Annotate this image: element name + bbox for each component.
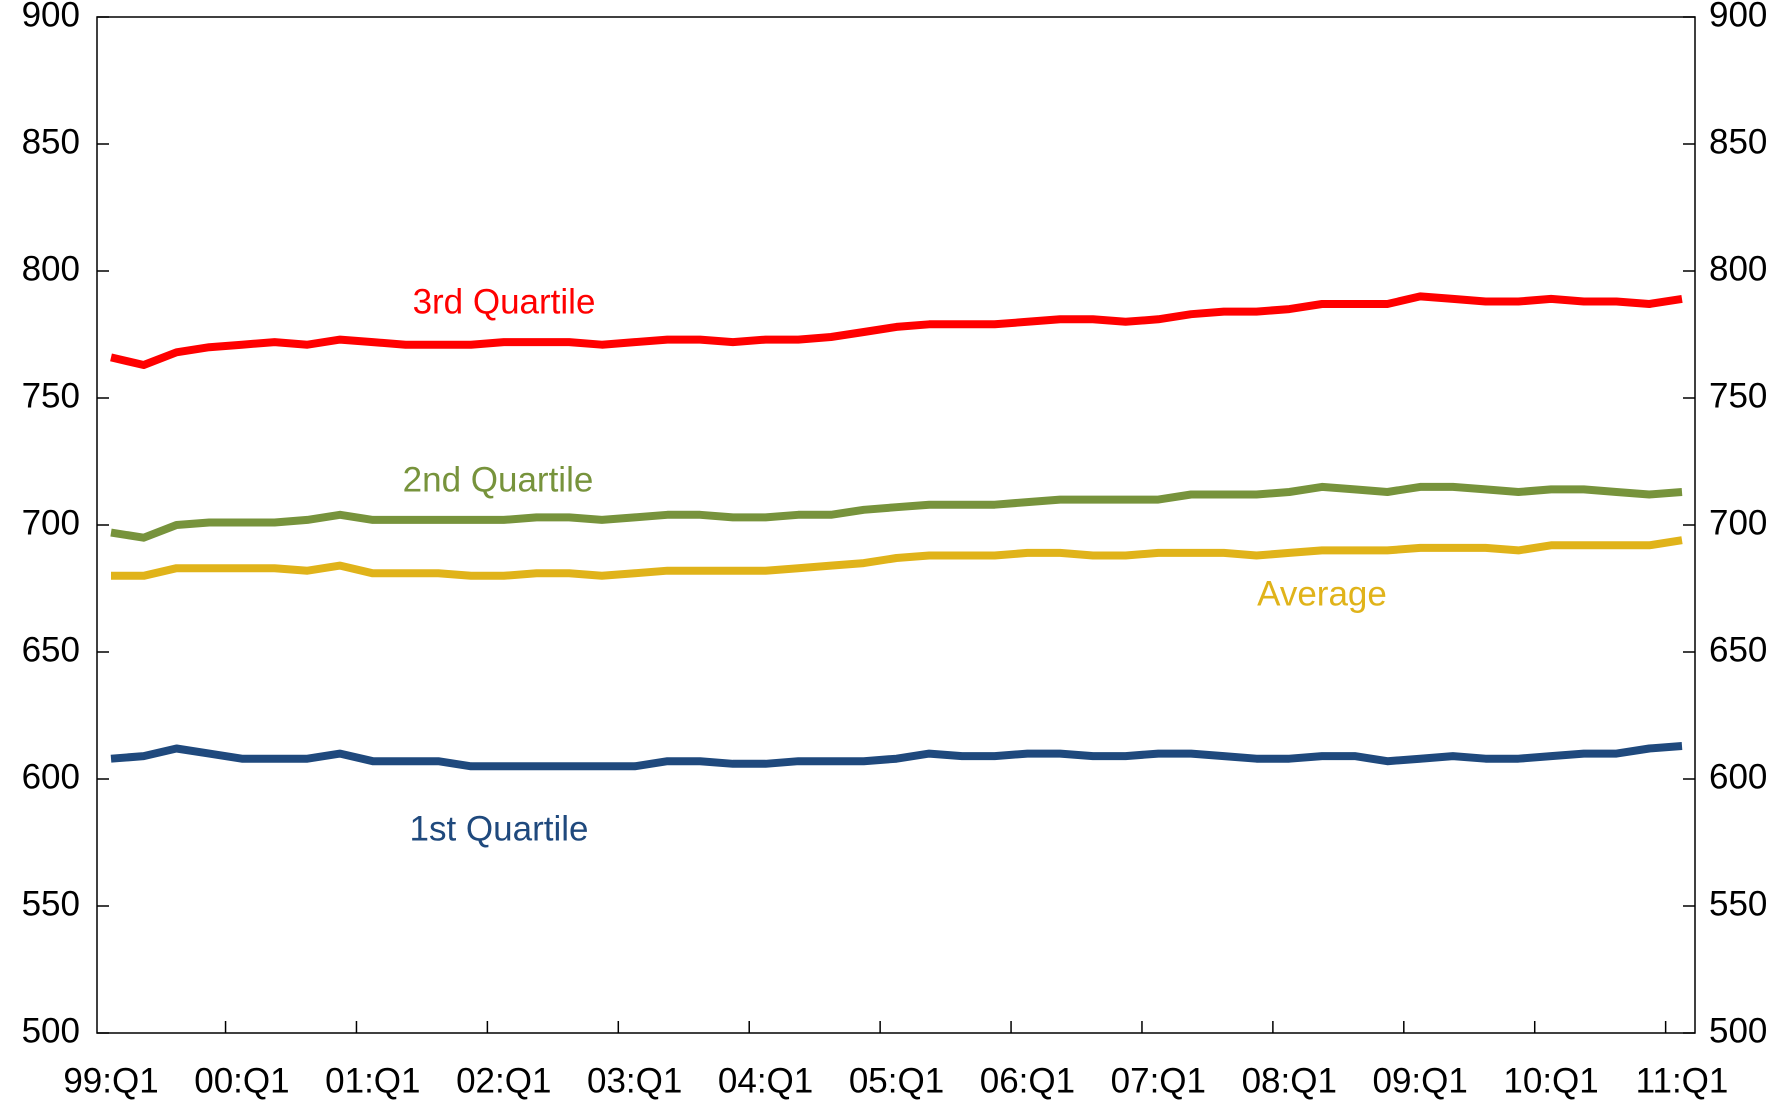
x-tick-label: 05:Q1 bbox=[849, 1061, 944, 1100]
x-tick-label: 03:Q1 bbox=[587, 1061, 682, 1100]
y-tick-label: 700 bbox=[22, 503, 80, 542]
y2-tick-label: 700 bbox=[1709, 503, 1767, 542]
series-label: Average bbox=[1257, 574, 1387, 613]
series-label: 1st Quartile bbox=[410, 809, 589, 848]
x-tick-label: 00:Q1 bbox=[194, 1061, 289, 1100]
plot-frame bbox=[96, 16, 1696, 1034]
x-tick-label: 07:Q1 bbox=[1111, 1061, 1206, 1100]
y2-tick-label: 650 bbox=[1709, 630, 1767, 669]
y-tick-label: 500 bbox=[22, 1011, 80, 1050]
series-label: 3rd Quartile bbox=[413, 282, 596, 321]
y-tick-label: 850 bbox=[22, 122, 80, 161]
x-tick-label: 01:Q1 bbox=[325, 1061, 420, 1100]
x-tick-label: 06:Q1 bbox=[980, 1061, 1075, 1100]
x-tick-label: 04:Q1 bbox=[718, 1061, 813, 1100]
series-line bbox=[110, 742, 1683, 771]
x-tick-label: 09:Q1 bbox=[1372, 1061, 1467, 1100]
x-tick-label: 11:Q1 bbox=[1636, 1061, 1729, 1100]
series-line bbox=[110, 292, 1683, 369]
x-tick-label: 99:Q1 bbox=[63, 1061, 158, 1100]
y-tick-label: 900 bbox=[22, 0, 80, 34]
y-tick-label: 550 bbox=[22, 884, 80, 923]
y2-tick-label: 750 bbox=[1709, 376, 1767, 415]
y-tick-label: 650 bbox=[22, 630, 80, 669]
x-tick-label: 08:Q1 bbox=[1242, 1061, 1337, 1100]
y-tick-label: 750 bbox=[22, 376, 80, 415]
y2-tick-label: 900 bbox=[1709, 0, 1767, 34]
x-tick-label: 10:Q1 bbox=[1503, 1061, 1598, 1100]
y2-tick-label: 500 bbox=[1709, 1011, 1767, 1050]
series-line bbox=[110, 482, 1683, 542]
x-tick-label: 02:Q1 bbox=[456, 1061, 551, 1100]
y2-tick-label: 850 bbox=[1709, 122, 1767, 161]
series-line bbox=[111, 536, 1683, 580]
y2-tick-label: 800 bbox=[1709, 249, 1767, 288]
y-tick-label: 800 bbox=[22, 249, 80, 288]
y-tick-label: 600 bbox=[22, 757, 80, 796]
y2-tick-label: 550 bbox=[1709, 884, 1767, 923]
series-label: 2nd Quartile bbox=[403, 460, 594, 499]
y2-tick-label: 600 bbox=[1709, 757, 1767, 796]
